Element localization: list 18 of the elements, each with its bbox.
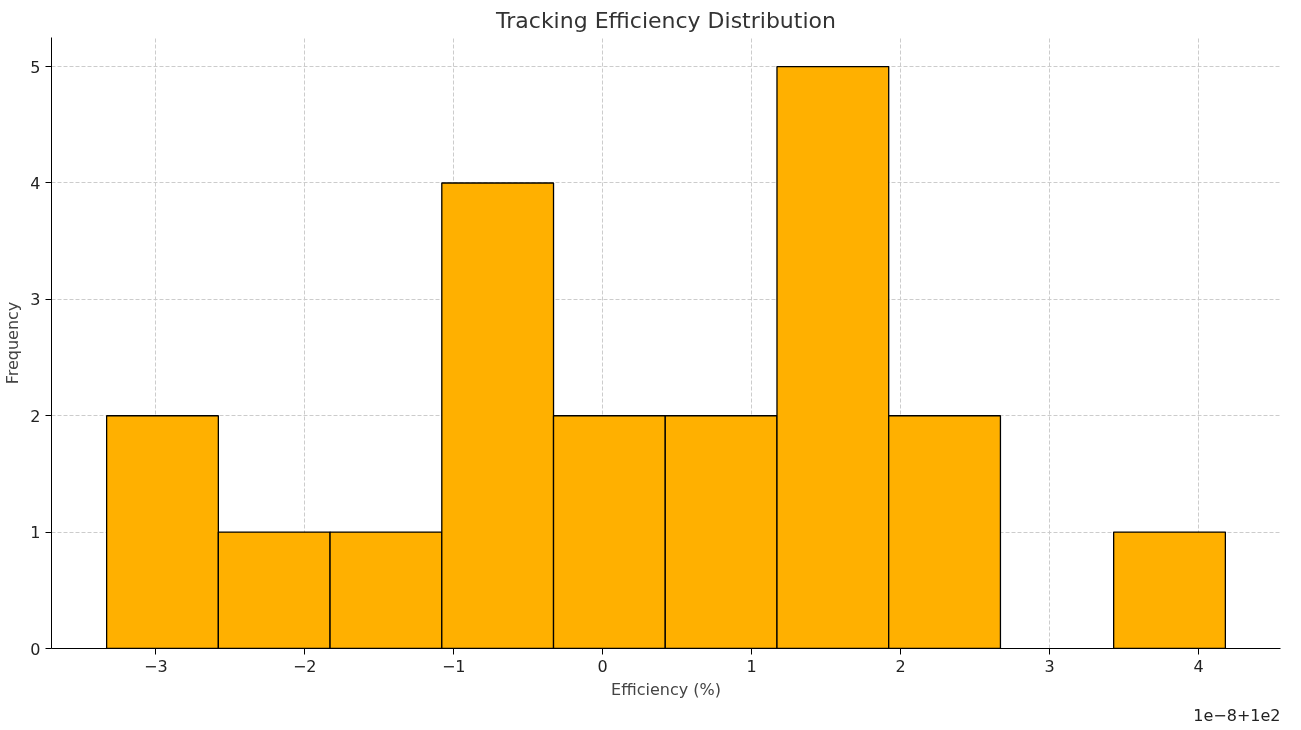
x-axis-title: Efficiency (%) [611, 679, 721, 699]
y-tick-label: 5 [30, 57, 41, 77]
x-tick-label: −1 [441, 656, 466, 676]
y-axis-title: Frequency [3, 301, 23, 385]
y-tick-label: 4 [30, 173, 41, 193]
x-tick-label: 0 [597, 656, 608, 676]
y-tick-label: 0 [30, 639, 41, 659]
x-tick-label: −3 [143, 656, 168, 676]
y-tick-label: 2 [30, 406, 41, 426]
y-tick-label: 3 [30, 290, 41, 310]
x-tick-label: 3 [1044, 656, 1055, 676]
y-tick-label: 1 [30, 523, 41, 543]
x-tick-label: 2 [895, 656, 906, 676]
x-tick-label: 4 [1193, 656, 1204, 676]
x-tick-label: −2 [292, 656, 317, 676]
text: 1e−8+1e2 [1193, 705, 1281, 725]
chart-title: Tracking Efficiency Distribution [495, 7, 836, 33]
x-tick-label: 1 [746, 656, 757, 676]
